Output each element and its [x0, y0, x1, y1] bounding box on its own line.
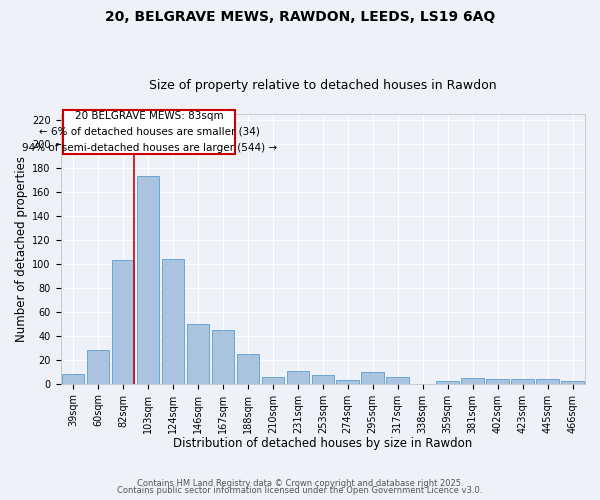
Bar [236, 354, 259, 384]
Bar [361, 372, 384, 384]
Bar [62, 374, 84, 384]
Y-axis label: Number of detached properties: Number of detached properties [15, 156, 28, 342]
Bar [262, 376, 284, 384]
Bar [137, 176, 159, 384]
Bar [187, 324, 209, 384]
Bar [287, 370, 309, 384]
Text: 20 BELGRAVE MEWS: 83sqm
← 6% of detached houses are smaller (34)
94% of semi-det: 20 BELGRAVE MEWS: 83sqm ← 6% of detached… [22, 112, 277, 152]
Text: Contains public sector information licensed under the Open Government Licence v3: Contains public sector information licen… [118, 486, 482, 495]
X-axis label: Distribution of detached houses by size in Rawdon: Distribution of detached houses by size … [173, 437, 472, 450]
Title: Size of property relative to detached houses in Rawdon: Size of property relative to detached ho… [149, 79, 497, 92]
Bar [487, 379, 509, 384]
Text: 20, BELGRAVE MEWS, RAWDON, LEEDS, LS19 6AQ: 20, BELGRAVE MEWS, RAWDON, LEEDS, LS19 6… [105, 10, 495, 24]
Bar [436, 382, 459, 384]
Bar [311, 376, 334, 384]
Text: Contains HM Land Registry data © Crown copyright and database right 2025.: Contains HM Land Registry data © Crown c… [137, 478, 463, 488]
Bar [212, 330, 234, 384]
Bar [87, 350, 109, 384]
Bar [337, 380, 359, 384]
Bar [461, 378, 484, 384]
Bar [561, 382, 584, 384]
Bar [161, 259, 184, 384]
Bar [511, 379, 534, 384]
Bar [386, 376, 409, 384]
Bar [112, 260, 134, 384]
Bar [536, 379, 559, 384]
